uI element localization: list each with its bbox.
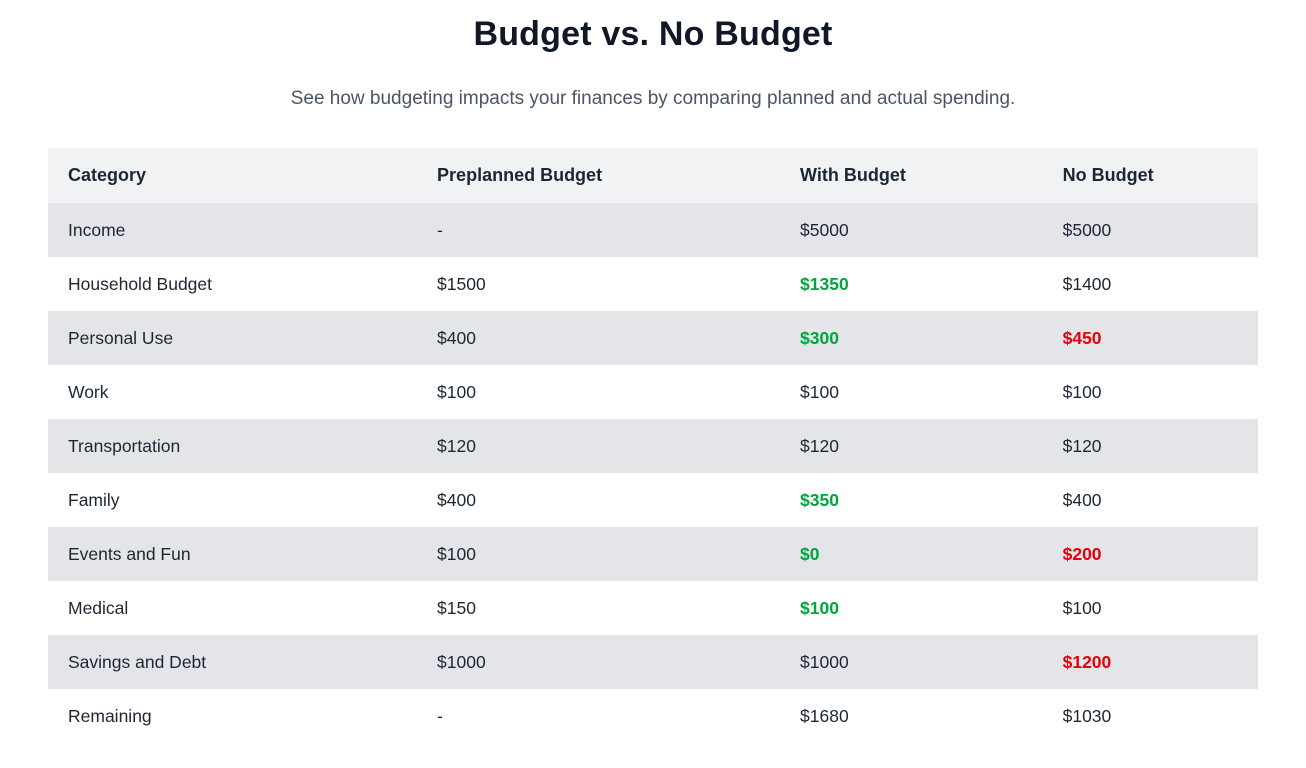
table-row: Family $400 $350 $400 <box>48 473 1258 527</box>
table-header-row: Category Preplanned Budget With Budget N… <box>48 148 1258 203</box>
col-header-category: Category <box>48 148 418 203</box>
cell-preplanned-budget: $1500 <box>417 257 781 311</box>
cell-with-budget: $100 <box>780 581 1043 635</box>
cell-category: Savings and Debt <box>48 635 418 689</box>
cell-preplanned-budget: $400 <box>417 311 781 365</box>
cell-no-budget: $1200 <box>1042 635 1258 689</box>
cell-preplanned-budget: $120 <box>417 419 781 473</box>
cell-with-budget: $5000 <box>780 203 1043 257</box>
cell-with-budget: $1680 <box>780 689 1043 743</box>
cell-no-budget: $1400 <box>1042 257 1258 311</box>
cell-no-budget: $5000 <box>1042 203 1258 257</box>
page-title: Budget vs. No Budget <box>473 15 833 53</box>
budget-table-container: Category Preplanned Budget With Budget N… <box>48 148 1258 743</box>
cell-preplanned-budget: $400 <box>417 473 781 527</box>
cell-no-budget: $400 <box>1042 473 1258 527</box>
cell-category: Remaining <box>48 689 418 743</box>
cell-category: Medical <box>48 581 418 635</box>
col-header-preplanned-budget: Preplanned Budget <box>417 148 781 203</box>
cell-category: Family <box>48 473 418 527</box>
col-header-no-budget: No Budget <box>1042 148 1258 203</box>
cell-category: Events and Fun <box>48 527 418 581</box>
cell-with-budget: $300 <box>780 311 1043 365</box>
budget-table: Category Preplanned Budget With Budget N… <box>48 148 1258 743</box>
cell-no-budget: $100 <box>1042 581 1258 635</box>
cell-with-budget: $120 <box>780 419 1043 473</box>
table-row: Medical $150 $100 $100 <box>48 581 1258 635</box>
budget-comparison-page: Budget vs. No Budget See how budgeting i… <box>0 14 1306 768</box>
cell-category: Personal Use <box>48 311 418 365</box>
cell-with-budget: $0 <box>780 527 1043 581</box>
cell-no-budget: $100 <box>1042 365 1258 419</box>
cell-category: Household Budget <box>48 257 418 311</box>
cell-category: Work <box>48 365 418 419</box>
table-row: Transportation $120 $120 $120 <box>48 419 1258 473</box>
cell-preplanned-budget: $100 <box>417 365 781 419</box>
cell-no-budget: $200 <box>1042 527 1258 581</box>
table-row: Income - $5000 $5000 <box>48 203 1258 257</box>
cell-preplanned-budget: - <box>417 203 781 257</box>
cell-preplanned-budget: $150 <box>417 581 781 635</box>
cell-no-budget: $450 <box>1042 311 1258 365</box>
col-header-with-budget: With Budget <box>780 148 1043 203</box>
cell-preplanned-budget: - <box>417 689 781 743</box>
cell-with-budget: $350 <box>780 473 1043 527</box>
table-body: Income - $5000 $5000 Household Budget $1500 $1… <box>48 203 1258 743</box>
table-row: Household Budget $1500 $1350 $1400 <box>48 257 1258 311</box>
table-row: Events and Fun $100 $0 $200 <box>48 527 1258 581</box>
table-row: Work $100 $100 $100 <box>48 365 1258 419</box>
cell-category: Income <box>48 203 418 257</box>
cell-preplanned-budget: $1000 <box>417 635 781 689</box>
page-subtitle: See how budgeting impacts your finances … <box>290 88 1016 109</box>
table-row: Remaining - $1680 $1030 <box>48 689 1258 743</box>
cell-with-budget: $100 <box>780 365 1043 419</box>
cell-no-budget: $120 <box>1042 419 1258 473</box>
cell-with-budget: $1350 <box>780 257 1043 311</box>
cell-no-budget: $1030 <box>1042 689 1258 743</box>
cell-preplanned-budget: $100 <box>417 527 781 581</box>
table-row: Savings and Debt $1000 $1000 $1200 <box>48 635 1258 689</box>
cell-with-budget: $1000 <box>780 635 1043 689</box>
cell-category: Transportation <box>48 419 418 473</box>
table-row: Personal Use $400 $300 $450 <box>48 311 1258 365</box>
